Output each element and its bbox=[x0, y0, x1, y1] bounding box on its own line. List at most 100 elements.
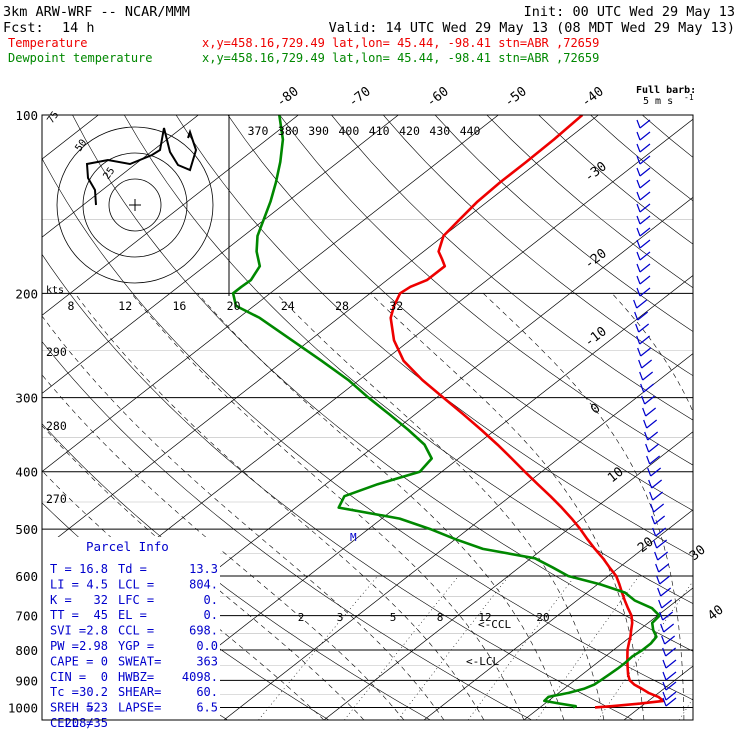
wind-legend-units: 5 m s bbox=[643, 96, 673, 107]
wind-barb bbox=[637, 311, 649, 321]
wind-barb-flag bbox=[660, 623, 665, 633]
wind-barb-flag bbox=[639, 371, 644, 381]
wind-barb bbox=[649, 455, 661, 465]
parcel-row-value-2: 13.3 bbox=[189, 562, 218, 576]
isotherm-label: -60 bbox=[424, 84, 452, 110]
pressure-tick-label: 100 bbox=[15, 108, 38, 123]
wind-barb-flag bbox=[636, 191, 641, 201]
parcel-info-title: Parcel Info bbox=[86, 539, 169, 554]
wind-barb-flag bbox=[636, 215, 641, 225]
mixing-ratio-label: 2 bbox=[298, 611, 305, 624]
parcel-row-value-2: 60. bbox=[196, 685, 218, 699]
pressure-tick-label: 400 bbox=[15, 465, 38, 480]
parcel-row-label-2: LAPSE= bbox=[118, 701, 161, 715]
isotherm-label: 0 bbox=[588, 401, 603, 418]
isotherm-line bbox=[523, 587, 693, 720]
wind-barb bbox=[663, 623, 675, 633]
moist-adiabat-line bbox=[611, 293, 693, 413]
wind-barb-flag bbox=[641, 395, 646, 405]
wind-barb bbox=[656, 539, 668, 549]
wind-barb-flag bbox=[653, 539, 658, 549]
parcel-row-value-2: 698. bbox=[189, 624, 218, 638]
isotherm-label: 40 bbox=[705, 603, 727, 624]
isotherm-line bbox=[323, 431, 693, 720]
parcel-row-value: 0 bbox=[101, 670, 108, 684]
hodograph-units: kts bbox=[46, 285, 64, 296]
wind-barb-flag bbox=[657, 587, 662, 597]
isotherm-line bbox=[724, 115, 740, 720]
init-time: Init: 00 UTC Wed 29 May 13 bbox=[524, 4, 735, 20]
dry-adiabat-line bbox=[331, 115, 693, 421]
adiabat-label: 280 bbox=[46, 419, 67, 433]
dewpoint-profile-line bbox=[231, 115, 661, 709]
dry-adiabat-line bbox=[279, 115, 693, 466]
mixing-ratio-line bbox=[258, 575, 378, 720]
hodograph: 25 50 75 kts bbox=[45, 110, 214, 296]
dry-adiabat-line bbox=[538, 115, 693, 245]
wind-barb bbox=[647, 431, 659, 441]
wind-barb-flag bbox=[659, 611, 664, 621]
parcel-row-label-2: SWEAT= bbox=[118, 654, 161, 668]
isotherm-line bbox=[123, 274, 693, 720]
wind-barb bbox=[642, 371, 654, 381]
temperature-location: x,y=458.16,729.49 lat,lon= 45.44, -98.41… bbox=[202, 36, 599, 50]
wind-legend-title: Full barb: bbox=[636, 85, 696, 96]
mixing-ratio-label: 8 bbox=[437, 611, 444, 624]
moist-adiabat-line bbox=[482, 293, 685, 720]
wind-barb-flag bbox=[636, 203, 641, 213]
hodograph-ring-label: 25 bbox=[101, 166, 117, 182]
isotherm-label: -70 bbox=[346, 84, 374, 110]
wind-barb bbox=[653, 503, 665, 513]
wind-barb-flag bbox=[648, 479, 653, 489]
parcel-row-label: CIN = bbox=[50, 670, 86, 684]
wind-barb-flag bbox=[636, 131, 641, 141]
wind-speed-tick-label: 32 bbox=[389, 299, 403, 313]
wind-barb-flag bbox=[661, 635, 666, 645]
wind-barb bbox=[639, 251, 651, 261]
hodograph-trace bbox=[85, 127, 198, 206]
wind-barb bbox=[660, 587, 672, 597]
wind-barb bbox=[639, 215, 651, 225]
parcel-row-value: 45 bbox=[94, 608, 108, 622]
pressure-tick-label: 1000 bbox=[8, 700, 38, 715]
wind-speed-tick-label: 16 bbox=[172, 299, 186, 313]
hodograph-ring-label: 75 bbox=[45, 110, 61, 126]
wind-barb bbox=[658, 563, 670, 573]
isotherm-line bbox=[223, 353, 693, 720]
wind-barb-flag bbox=[662, 691, 667, 701]
theta-e-label: 410 bbox=[369, 124, 390, 138]
parcel-row-label: Tc = bbox=[50, 685, 79, 699]
parcel-row-value-2: 363 bbox=[196, 654, 218, 668]
dewpoint-location: x,y=458.16,729.49 lat,lon= 45.44, -98.41… bbox=[202, 51, 599, 65]
wind-barb bbox=[665, 671, 677, 681]
adiabat-label: 270 bbox=[46, 492, 67, 506]
wind-barb-flag bbox=[636, 143, 641, 153]
wind-barb bbox=[640, 347, 652, 357]
moist-adiabat-line bbox=[74, 293, 485, 720]
parcel-row-label: PW = bbox=[50, 639, 79, 653]
wind-barb-flag bbox=[662, 659, 667, 669]
sounding-profiles bbox=[231, 115, 665, 709]
dry-adiabat-line bbox=[227, 115, 693, 511]
theta-e-label: 420 bbox=[399, 124, 420, 138]
mixing-ratio-label: 3 bbox=[337, 611, 344, 624]
dry-adiabat-line bbox=[175, 115, 693, 558]
parcel-row-value-2: 4098. bbox=[182, 670, 218, 684]
parcel-row-label-2: SHEAR= bbox=[118, 685, 161, 699]
wind-barb bbox=[654, 515, 666, 525]
parcel-row-value: 4.5 bbox=[86, 577, 108, 591]
parcel-row-value-2: 0. bbox=[204, 593, 218, 607]
valid-time: Valid: 14 UTC Wed 29 May 13 (08 MDT Wed … bbox=[329, 20, 735, 36]
parcel-row-label: LI = bbox=[50, 577, 79, 591]
parcel-row-label-2: HWBZ= bbox=[118, 670, 154, 684]
parcel-row-value: 208/35 bbox=[65, 716, 108, 730]
wind-legend-exponent: -1 bbox=[684, 93, 694, 102]
wind-barb bbox=[639, 167, 651, 177]
wind-barb bbox=[639, 287, 651, 297]
parcel-row-value: 0 bbox=[101, 654, 108, 668]
m-marker: M bbox=[350, 531, 357, 544]
wind-barb bbox=[662, 611, 674, 621]
isotherm-line bbox=[42, 115, 399, 394]
dewpoint-legend: Dewpoint temperature bbox=[8, 51, 153, 65]
